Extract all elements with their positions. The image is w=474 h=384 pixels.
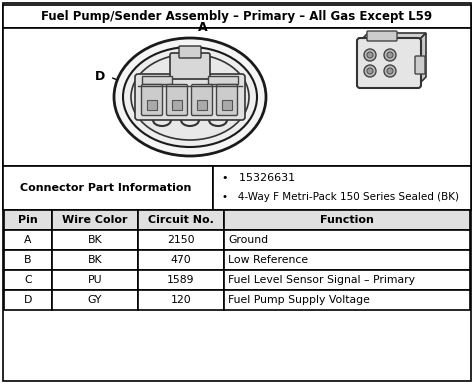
Text: 120: 120 <box>171 295 191 305</box>
FancyBboxPatch shape <box>170 53 210 79</box>
Bar <box>138 230 224 250</box>
Text: •   15326631: • 15326631 <box>222 173 295 183</box>
Text: •   4-Way F Metri-Pack 150 Series Sealed (BK): • 4-Way F Metri-Pack 150 Series Sealed (… <box>222 192 459 202</box>
Bar <box>224 210 470 230</box>
Text: PU: PU <box>88 275 102 285</box>
Text: Function: Function <box>320 215 374 225</box>
Circle shape <box>384 49 396 61</box>
Bar <box>52 270 138 290</box>
Circle shape <box>384 65 396 77</box>
Ellipse shape <box>123 47 257 147</box>
Text: Fuel Pump/Sender Assembly – Primary – All Gas Except L59: Fuel Pump/Sender Assembly – Primary – Al… <box>41 10 433 23</box>
Text: A: A <box>198 21 208 34</box>
FancyBboxPatch shape <box>357 38 421 88</box>
Bar <box>4 290 52 310</box>
Text: Low Reference: Low Reference <box>228 255 308 265</box>
Text: C: C <box>24 275 32 285</box>
Text: 2150: 2150 <box>167 235 195 245</box>
Text: D: D <box>95 70 105 83</box>
Bar <box>213 166 471 210</box>
Bar <box>4 250 52 270</box>
Text: Fuel Level Sensor Signal – Primary: Fuel Level Sensor Signal – Primary <box>228 275 415 285</box>
Bar <box>4 230 52 250</box>
Text: 470: 470 <box>171 255 191 265</box>
Text: Pin: Pin <box>18 215 38 225</box>
Bar <box>197 100 207 110</box>
Ellipse shape <box>114 38 266 156</box>
Bar <box>52 290 138 310</box>
Bar <box>52 250 138 270</box>
Bar <box>52 230 138 250</box>
Bar <box>224 270 470 290</box>
FancyBboxPatch shape <box>166 84 188 116</box>
Text: Ground: Ground <box>228 235 268 245</box>
Bar <box>224 290 470 310</box>
FancyBboxPatch shape <box>415 56 425 74</box>
FancyBboxPatch shape <box>179 46 201 58</box>
Bar <box>224 250 470 270</box>
Text: Wire Color: Wire Color <box>62 215 128 225</box>
Bar <box>138 270 224 290</box>
Circle shape <box>367 68 373 74</box>
Text: B: B <box>24 255 32 265</box>
Bar <box>4 210 52 230</box>
Bar <box>142 76 172 84</box>
Text: Circuit No.: Circuit No. <box>148 215 214 225</box>
Text: BK: BK <box>88 255 102 265</box>
Bar <box>52 210 138 230</box>
Bar <box>147 100 157 110</box>
Bar <box>172 100 182 110</box>
Bar <box>224 230 470 250</box>
Bar <box>3 28 471 166</box>
Circle shape <box>367 52 373 58</box>
Bar <box>138 210 224 230</box>
Circle shape <box>364 65 376 77</box>
FancyBboxPatch shape <box>367 31 397 41</box>
Circle shape <box>387 52 393 58</box>
Bar <box>3 166 213 210</box>
Text: BK: BK <box>88 235 102 245</box>
Text: A: A <box>24 235 32 245</box>
Polygon shape <box>360 33 426 41</box>
Text: D: D <box>24 295 32 305</box>
Circle shape <box>364 49 376 61</box>
FancyBboxPatch shape <box>142 84 163 116</box>
Text: Connector Part Information: Connector Part Information <box>20 183 191 193</box>
Text: 1589: 1589 <box>167 275 195 285</box>
Bar <box>138 290 224 310</box>
FancyBboxPatch shape <box>135 74 245 120</box>
Bar <box>208 76 238 84</box>
Text: Fuel Pump Supply Voltage: Fuel Pump Supply Voltage <box>228 295 370 305</box>
Bar <box>4 270 52 290</box>
Polygon shape <box>418 33 426 85</box>
FancyBboxPatch shape <box>191 84 212 116</box>
Bar <box>138 250 224 270</box>
Bar <box>3 5 471 28</box>
FancyBboxPatch shape <box>217 84 237 116</box>
Circle shape <box>387 68 393 74</box>
Text: GY: GY <box>88 295 102 305</box>
Bar <box>222 100 232 110</box>
Ellipse shape <box>131 54 249 140</box>
